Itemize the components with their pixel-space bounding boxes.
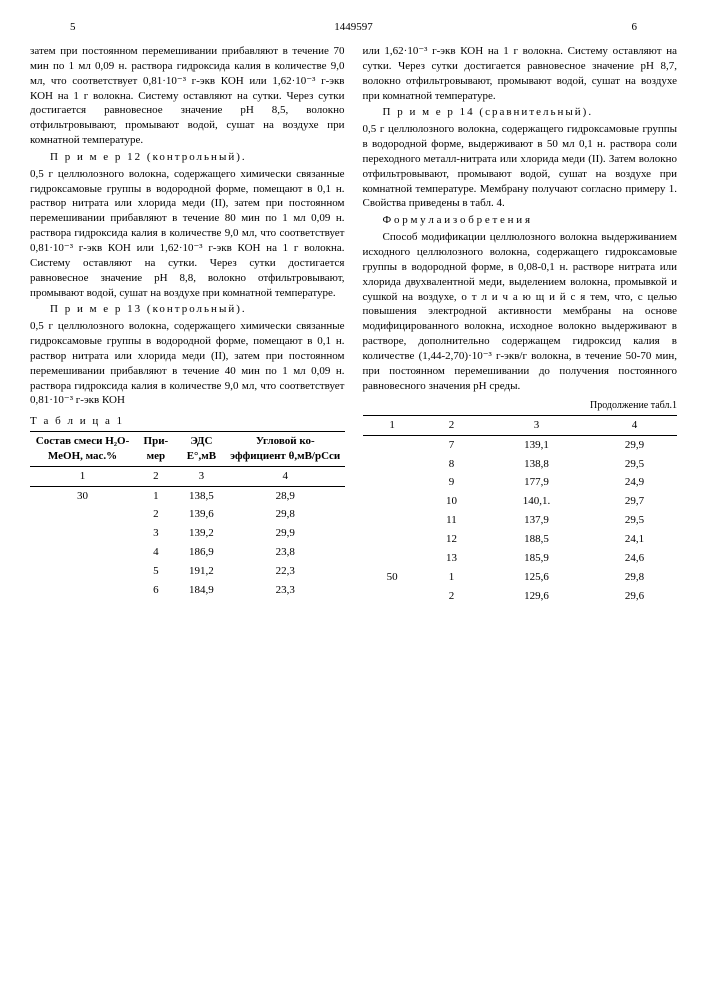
example-12-label: П р и м е р 12 (контрольный). bbox=[30, 150, 345, 165]
table1cont-title: Продолжение табл.1 bbox=[363, 399, 678, 413]
para-2: 0,5 г целлюлозного волокна, содержащего … bbox=[30, 167, 345, 301]
para-1: затем при постоянном перемешивании приба… bbox=[30, 44, 345, 148]
table-row: 4186,923,8 bbox=[30, 543, 345, 562]
table-row: 9177,924,9 bbox=[363, 473, 678, 492]
table-1: Состав смеси Н₂О-МеОН, мас.% При-мер ЭДС… bbox=[30, 431, 345, 600]
table1-title: Т а б л и ц а 1 bbox=[30, 414, 345, 429]
para-3: 0,5 г целлюлозного волокна, содержащего … bbox=[30, 319, 345, 408]
table-row: 5191,222,3 bbox=[30, 562, 345, 581]
table-row: 8138,829,5 bbox=[363, 455, 678, 474]
table-row: 10140,1.29,7 bbox=[363, 492, 678, 511]
formula-label: Ф о р м у л а и з о б р е т е н и я bbox=[363, 213, 678, 228]
right-column: или 1,62·10⁻³ г-экв КОН на 1 г волокна. … bbox=[363, 44, 678, 605]
para-r1: или 1,62·10⁻³ г-экв КОН на 1 г волокна. … bbox=[363, 44, 678, 103]
table-row: 12188,524,1 bbox=[363, 530, 678, 549]
th-1: Состав смеси Н₂О-МеОН, мас.% bbox=[30, 432, 135, 467]
example-14-label: П р и м е р 14 (сравнительный). bbox=[363, 105, 678, 120]
th-4: Угловой ко-эффициент θ,мВ/pCси bbox=[226, 432, 344, 467]
table1-body: 301138,528,9 2139,629,8 3139,229,9 4186,… bbox=[30, 486, 345, 600]
table-row: 2129,629,6 bbox=[363, 587, 678, 606]
table-row: 6184,923,3 bbox=[30, 581, 345, 600]
table-row: 3139,229,9 bbox=[30, 524, 345, 543]
cn-1: 1 bbox=[363, 415, 422, 435]
page-num-right: 6 bbox=[632, 20, 638, 35]
example-13-label: П р и м е р 13 (контрольный). bbox=[30, 302, 345, 317]
th-3: ЭДС Е°,мВ bbox=[177, 432, 226, 467]
table-row: 7139,129,9 bbox=[363, 435, 678, 454]
table-1-cont: 1 2 3 4 7139,129,9 8138,829,5 9177,924,9… bbox=[363, 415, 678, 605]
cn-3: 3 bbox=[481, 415, 592, 435]
page-header: 5 1449597 6 bbox=[30, 20, 677, 38]
table-row: 301138,528,9 bbox=[30, 486, 345, 505]
table-row: 11137,929,5 bbox=[363, 511, 678, 530]
table1cont-body: 7139,129,9 8138,829,5 9177,924,9 10140,1… bbox=[363, 435, 678, 605]
cn-3: 3 bbox=[177, 466, 226, 486]
para-r2: 0,5 г целлюлозного волокна, содержащего … bbox=[363, 122, 678, 211]
cn-2: 2 bbox=[422, 415, 481, 435]
table-row: 13185,924,6 bbox=[363, 549, 678, 568]
cn-4: 4 bbox=[592, 415, 677, 435]
cn-2: 2 bbox=[135, 466, 177, 486]
table-row: 501125,629,8 bbox=[363, 568, 678, 587]
cn-1: 1 bbox=[30, 466, 135, 486]
left-column: затем при постоянном перемешивании приба… bbox=[30, 44, 345, 605]
page-num-left: 5 bbox=[70, 20, 76, 35]
cn-4: 4 bbox=[226, 466, 344, 486]
text-columns: затем при постоянном перемешивании приба… bbox=[30, 44, 677, 605]
table-row: 2139,629,8 bbox=[30, 505, 345, 524]
doc-number: 1449597 bbox=[334, 20, 373, 35]
para-r3: Способ модификации целлюлозного волокна … bbox=[363, 230, 678, 393]
th-2: При-мер bbox=[135, 432, 177, 467]
